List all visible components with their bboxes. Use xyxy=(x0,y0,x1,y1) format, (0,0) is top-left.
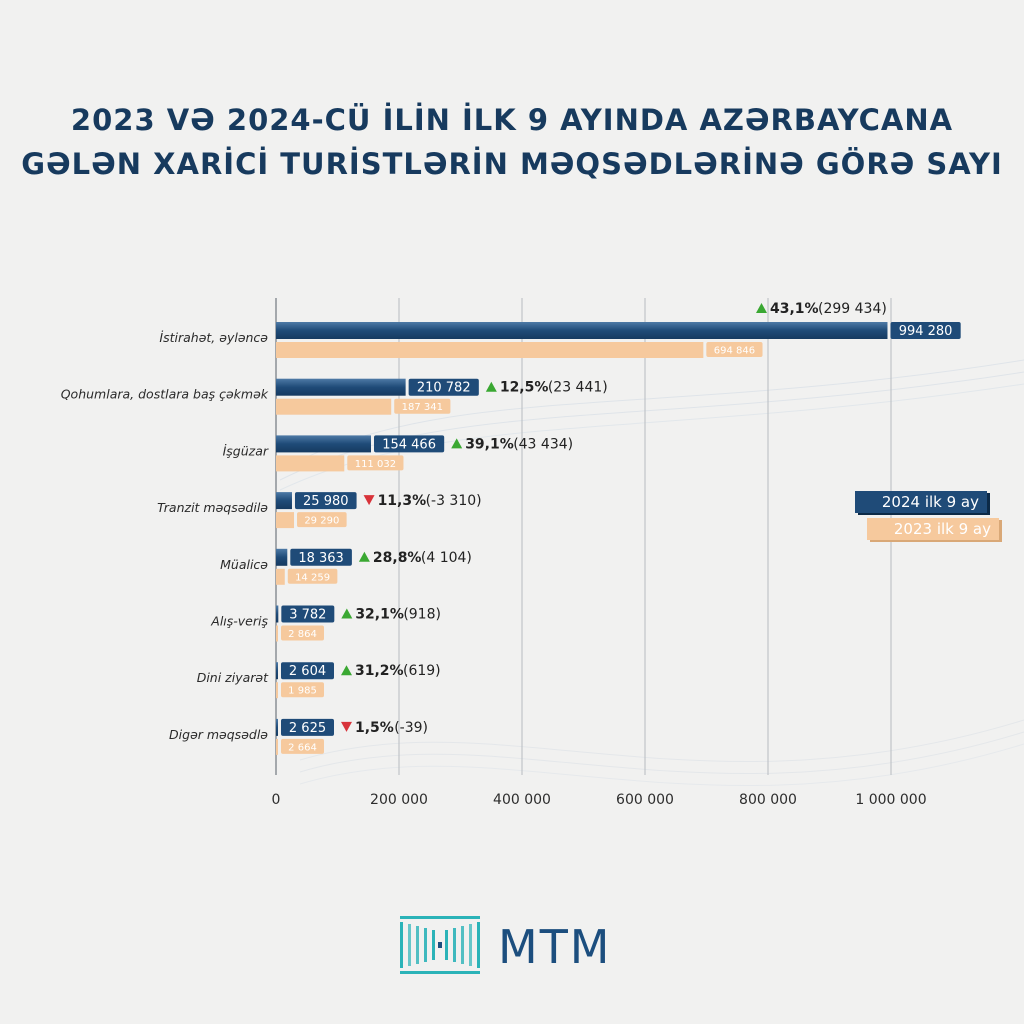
category-label: Alış-veriş xyxy=(210,614,268,629)
bar-2023 xyxy=(276,682,278,699)
bar-2023 xyxy=(276,625,278,642)
value-label-bg-2023 xyxy=(706,342,763,357)
change-absolute: (918) xyxy=(403,607,441,623)
value-label-2023: 2 864 xyxy=(288,629,317,640)
value-label-bg-2024 xyxy=(890,322,961,339)
change-absolute: (299 434) xyxy=(818,301,887,317)
change-percent: 43,1% xyxy=(770,301,819,317)
value-label-2024: 3 782 xyxy=(289,608,326,623)
mtm-logo: MTM xyxy=(400,916,630,974)
value-label-bg-2023 xyxy=(287,568,338,584)
bar-2024 xyxy=(276,435,371,453)
bar-2024 xyxy=(276,605,279,623)
x-tick-label: 800 000 xyxy=(739,792,797,808)
value-label-2023: 2 664 xyxy=(288,742,317,753)
change-percent: 39,1% xyxy=(465,436,514,452)
value-label-2024: 994 280 xyxy=(899,324,953,339)
value-label-2024: 2 625 xyxy=(289,721,326,736)
change-absolute: (-39) xyxy=(394,720,428,736)
title-line-1: 2023 VƏ 2024-CÜ İLİN İLK 9 AYINDA AZƏRBA… xyxy=(70,103,954,137)
category-label: Qohumlara, dostlara baş çəkmək xyxy=(61,387,269,402)
change-percent: 28,8% xyxy=(373,550,422,566)
change-absolute: (4 104) xyxy=(421,550,472,566)
value-label-bg-2024 xyxy=(373,435,445,453)
value-label-2023: 1 985 xyxy=(288,686,317,697)
x-tick-label: 400 000 xyxy=(493,792,551,808)
bar-2023 xyxy=(276,738,278,755)
change-absolute: (-3 310) xyxy=(426,493,482,509)
value-label-2024: 2 604 xyxy=(289,664,326,679)
category-label: Dini ziyarət xyxy=(197,670,269,685)
value-label-bg-2024 xyxy=(281,718,334,736)
value-label-bg-2023 xyxy=(394,398,451,414)
category-label: Digər məqsədlə xyxy=(169,727,268,742)
change-absolute: (23 441) xyxy=(548,380,608,396)
arrow-up-icon xyxy=(485,381,497,392)
value-label-bg-2024 xyxy=(281,605,335,623)
change-percent: 1,5% xyxy=(355,720,394,736)
value-label-bg-2023 xyxy=(347,455,404,471)
bar-2024 xyxy=(276,492,292,510)
value-label-2023: 187 341 xyxy=(402,402,443,413)
value-label-bg-2023 xyxy=(281,738,324,754)
bar-2023 xyxy=(276,455,345,472)
value-label-2024: 25 980 xyxy=(303,494,349,509)
value-label-2024: 154 466 xyxy=(382,437,436,452)
bar-2023 xyxy=(276,568,285,585)
arrow-up-icon xyxy=(451,438,463,449)
value-label-2023: 111 032 xyxy=(355,459,396,470)
arrow-down-icon xyxy=(341,721,352,732)
category-label: Tranzit məqsədilə xyxy=(157,500,268,515)
bar-2023 xyxy=(276,398,392,415)
arrow-up-icon xyxy=(756,303,767,313)
value-label-2024: 210 782 xyxy=(417,381,471,396)
value-label-2023: 14 259 xyxy=(295,572,330,583)
arrow-up-icon xyxy=(341,665,352,676)
value-label-bg-2024 xyxy=(281,662,334,680)
value-label-2024: 18 363 xyxy=(298,551,344,566)
change-percent: 31,2% xyxy=(355,663,404,679)
arrow-down-icon xyxy=(363,495,375,506)
logo-mark-icon xyxy=(400,916,480,974)
value-label-2023: 694 846 xyxy=(714,346,755,357)
value-label-bg-2023 xyxy=(281,625,324,641)
legend-item-2024: 2024 ilk 9 ay xyxy=(855,491,987,513)
change-percent: 12,5% xyxy=(500,380,549,396)
category-label: İşgüzar xyxy=(223,443,269,458)
change-absolute: (619) xyxy=(403,663,441,679)
value-label-bg-2024 xyxy=(294,492,357,510)
value-label-2023: 29 290 xyxy=(304,516,339,527)
chart-title: 2023 VƏ 2024-CÜ İLİN İLK 9 AYINDA AZƏRBA… xyxy=(0,98,1024,186)
change-absolute: (43 434) xyxy=(513,436,573,452)
arrow-up-icon xyxy=(341,608,353,619)
value-label-bg-2023 xyxy=(297,512,347,528)
legend-item-2023: 2023 ilk 9 ay xyxy=(867,518,999,540)
brand-name: MTM xyxy=(498,920,612,974)
bar-2024 xyxy=(276,548,288,566)
x-tick-label: 600 000 xyxy=(616,792,674,808)
bar-2024 xyxy=(276,662,278,680)
bar-2023 xyxy=(276,342,704,358)
change-percent: 32,1% xyxy=(355,607,404,623)
bar-2023 xyxy=(276,512,295,529)
title-line-2: GƏLƏN XARİCİ TURİSTLƏRİN MƏQSƏDLƏRİNƏ GÖ… xyxy=(21,147,1003,181)
x-tick-label: 0 xyxy=(272,792,281,808)
value-label-bg-2024 xyxy=(408,378,479,396)
category-label: Müalicə xyxy=(220,557,268,572)
value-label-bg-2024 xyxy=(290,548,352,566)
change-percent: 11,3% xyxy=(378,493,427,509)
bar-2024 xyxy=(276,718,278,736)
chart-legend: 2024 ilk 9 ay 2023 ilk 9 ay xyxy=(855,491,999,540)
value-label-bg-2023 xyxy=(281,682,324,698)
arrow-up-icon xyxy=(358,551,370,562)
bar-2024 xyxy=(276,378,406,396)
bar-2024 xyxy=(276,322,888,339)
x-tick-label: 1 000 000 xyxy=(855,792,926,808)
category-label: İstirahət, əyləncə xyxy=(159,330,268,345)
x-tick-label: 200 000 xyxy=(370,792,428,808)
